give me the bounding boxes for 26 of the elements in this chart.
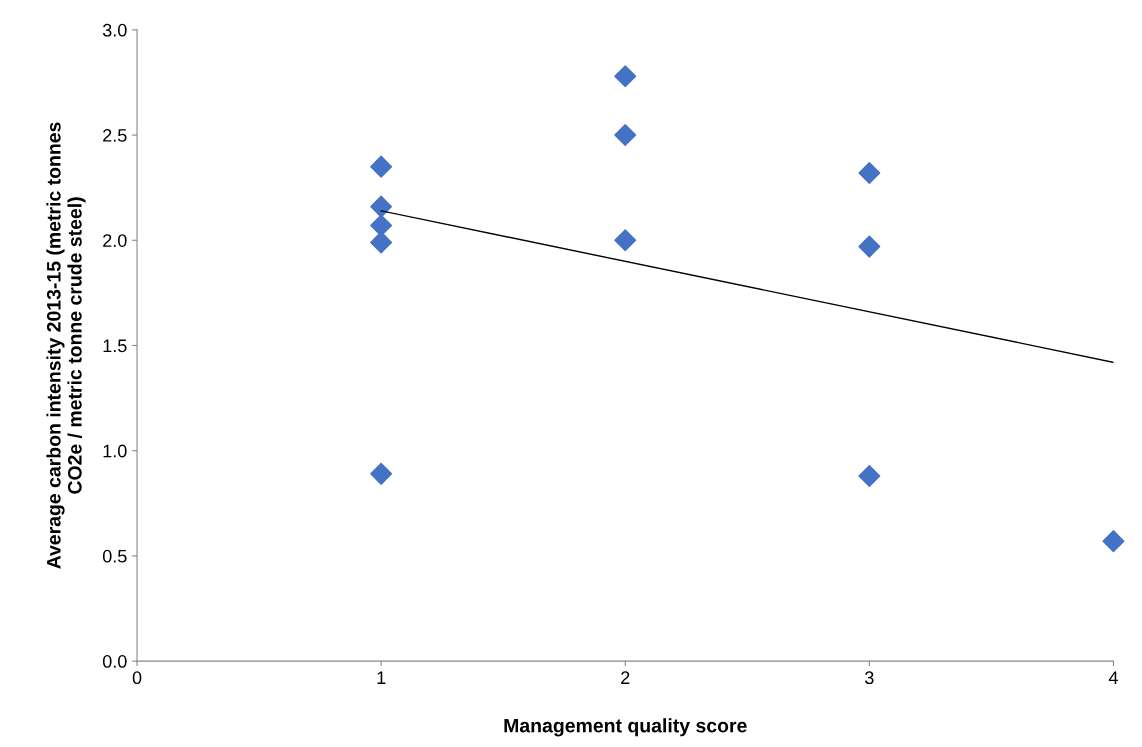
x-tick-label: 2 — [621, 671, 630, 684]
x-tick-label: 0 — [132, 671, 142, 685]
point — [614, 65, 637, 88]
point — [370, 462, 393, 485]
y-tick-label: 2.0 — [103, 234, 127, 248]
point — [858, 161, 881, 184]
y-tick-label: 0.5 — [102, 549, 127, 563]
point — [858, 235, 881, 258]
y-tick-label: 0.0 — [102, 655, 127, 668]
point — [1102, 530, 1125, 553]
x-tick-label: 4 — [1108, 671, 1118, 684]
y-tick-label: 3.0 — [102, 23, 127, 37]
point — [614, 124, 637, 147]
point — [370, 155, 393, 178]
x-tick-label: 1 — [377, 671, 386, 684]
point — [370, 231, 393, 254]
point — [614, 229, 637, 252]
x-axis-title: Management quality score — [504, 718, 747, 737]
y-tick-label: 2.5 — [103, 129, 127, 142]
y-tick-label: 1.0 — [103, 444, 127, 458]
point — [370, 195, 393, 218]
y-tick-label: 1.5 — [103, 339, 127, 353]
y-axis-title: Average carbon intensity 2013-15 (metric tonnes CO2e / metric tonne crude steel) — [46, 122, 86, 569]
x-tick-label: 3 — [865, 671, 874, 685]
point — [858, 464, 881, 487]
point — [370, 214, 393, 237]
